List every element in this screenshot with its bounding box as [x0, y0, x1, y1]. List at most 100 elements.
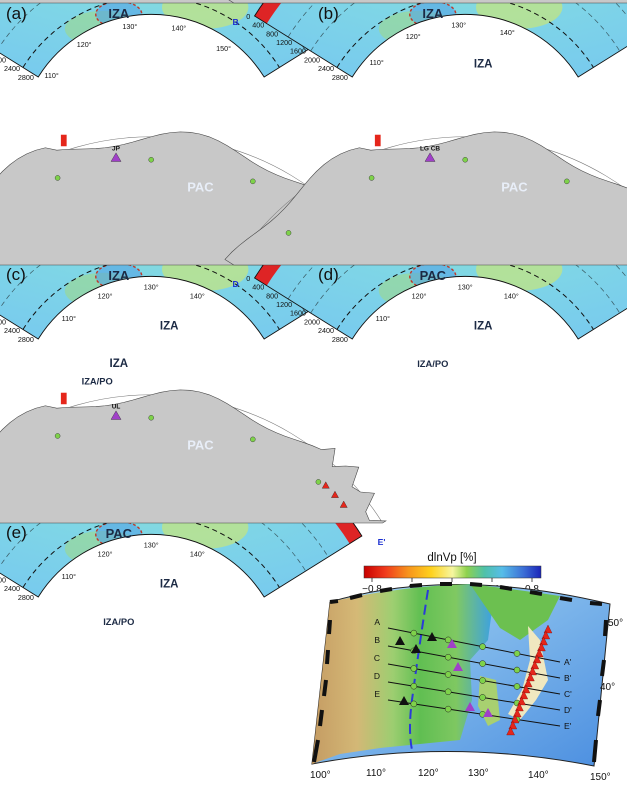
anomaly-label: IZA	[108, 268, 129, 283]
depth-label: 400	[252, 21, 264, 30]
panel-4: UL040080012001600200024002800110°120°130…	[0, 389, 387, 627]
colorbar-tick-label: −0.8	[362, 584, 382, 595]
map-volcano	[395, 636, 405, 645]
gravity-lineament	[409, 589, 429, 751]
profile-end-label: D'	[564, 705, 572, 715]
longitude-label: 130°	[451, 21, 466, 30]
longitude-label: 130°	[122, 22, 137, 31]
map-volcano-arc	[526, 672, 535, 682]
anomaly-label: IZA	[160, 321, 179, 333]
map-volcano-arc	[512, 708, 522, 718]
section-center-marker	[60, 134, 67, 147]
depth-label: 2800	[18, 335, 34, 344]
map-volcano	[411, 644, 421, 653]
profile-dot	[410, 682, 418, 690]
depth-label: 400	[252, 283, 264, 292]
depth-label: 2000	[0, 317, 6, 326]
panel-1: HA040080012001600200024002800110°120°130…	[228, 0, 627, 82]
profile-dot	[513, 683, 521, 690]
profile-dot	[462, 157, 468, 163]
far-east-land	[470, 584, 560, 640]
longitude-label: 130°	[458, 282, 473, 291]
depth-label: 2000	[0, 55, 6, 64]
longitude-label: 140°	[190, 291, 205, 300]
longitude-label: 140°	[504, 291, 519, 300]
anomaly-label: IZA	[474, 321, 493, 333]
panel-letter: (c)	[6, 265, 26, 284]
map-volcano-arc	[528, 666, 537, 676]
anomaly-label: PAC	[187, 179, 213, 194]
depth-label: 2000	[304, 317, 320, 326]
volcano-triangle	[339, 500, 348, 508]
panel-letter: (a)	[6, 4, 27, 23]
map-volcano-arc	[510, 714, 520, 724]
depth-label: 2400	[4, 326, 20, 335]
profile-end-label: C'	[564, 689, 572, 699]
map-volcano-arc	[539, 636, 548, 646]
profile-end-label: E'	[564, 721, 572, 731]
section-center-marker	[60, 392, 67, 405]
longitude-label: 120°	[406, 32, 421, 41]
profile-start-label: D	[374, 671, 380, 681]
map-volcano	[447, 639, 457, 648]
depth-label: 2000	[0, 575, 6, 584]
section-end-label: E'	[378, 537, 386, 547]
profile-dot	[368, 175, 375, 181]
anomaly-label: IZA	[160, 579, 179, 591]
topography-profile	[0, 389, 387, 524]
depth-label: 800	[266, 29, 278, 38]
depth-label: 1600	[290, 309, 306, 318]
volcano-triangle	[321, 481, 330, 489]
profile-dot	[148, 415, 154, 421]
profile-dot	[54, 433, 61, 439]
lon-label-140: 140°	[528, 770, 549, 781]
discontinuity-line	[22, 257, 280, 330]
longitude-label: 120°	[98, 291, 113, 300]
panel-0: WD040080012001600200024002800110°120°130…	[0, 0, 387, 82]
profile-dot	[250, 436, 256, 443]
profile-dot	[444, 705, 452, 713]
anomaly-label: PAC	[106, 526, 132, 541]
topography-profile	[228, 0, 627, 4]
profile-dot	[54, 175, 61, 181]
map-volcano-arc	[508, 720, 518, 730]
map-volcano	[453, 662, 463, 671]
lon-label-110: 110°	[366, 768, 386, 779]
longitude-label: 150°	[216, 44, 231, 53]
discontinuity-line	[336, 0, 594, 68]
longitude-label: 120°	[98, 549, 113, 558]
depth-label: 2400	[4, 584, 20, 593]
profile-dot	[250, 178, 256, 185]
discontinuity-line	[22, 515, 280, 588]
map-volcano-arc	[517, 696, 526, 706]
anomaly-label: IZA/PO	[82, 376, 113, 386]
topography-profile	[224, 131, 627, 266]
map-volcano-arc	[506, 726, 515, 736]
discontinuity-line	[22, 0, 280, 68]
profile-dot	[285, 230, 292, 236]
profile-dot	[444, 653, 452, 661]
map-volcano-arc	[519, 690, 529, 700]
depth-label: 2400	[4, 64, 20, 73]
section-start-label: D	[233, 279, 239, 289]
longitude-label: 110°	[62, 572, 76, 581]
longitude-label: 120°	[412, 291, 427, 300]
depth-label: 2400	[318, 64, 334, 73]
discontinuity-line	[310, 0, 621, 52]
profile-dot	[444, 688, 452, 696]
map-volcano	[465, 702, 475, 711]
profile-dot	[410, 629, 418, 637]
map-volcano-arc	[515, 702, 524, 712]
panel-letter: (b)	[318, 4, 339, 23]
volcano-triangle-focus	[110, 410, 122, 420]
map-volcano-arc	[541, 630, 551, 640]
volcano-triangle-focus	[110, 152, 122, 162]
anomaly-label: PAC	[501, 179, 527, 194]
depth-label: 2800	[332, 73, 348, 82]
depth-label: 2800	[18, 593, 34, 602]
lat-label-40: 40°	[600, 682, 615, 693]
longitude-label: 140°	[171, 24, 186, 33]
anomaly-label: IZA	[474, 59, 493, 71]
